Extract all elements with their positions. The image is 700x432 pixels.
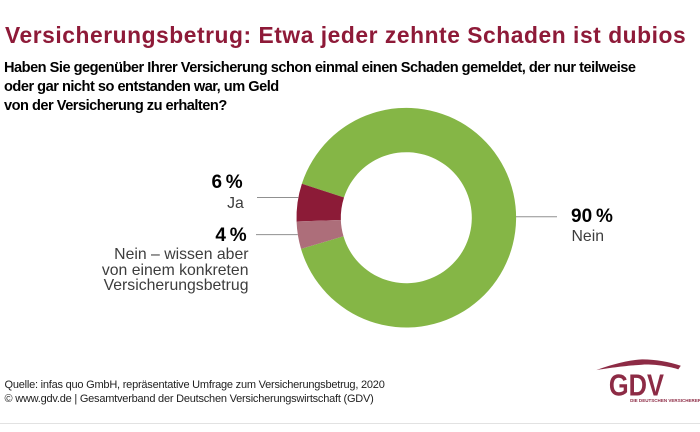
svg-text:GDV: GDV	[609, 367, 664, 402]
svg-text:DIE DEUTSCHEN VERSICHERER: DIE DEUTSCHEN VERSICHERER	[630, 398, 700, 403]
